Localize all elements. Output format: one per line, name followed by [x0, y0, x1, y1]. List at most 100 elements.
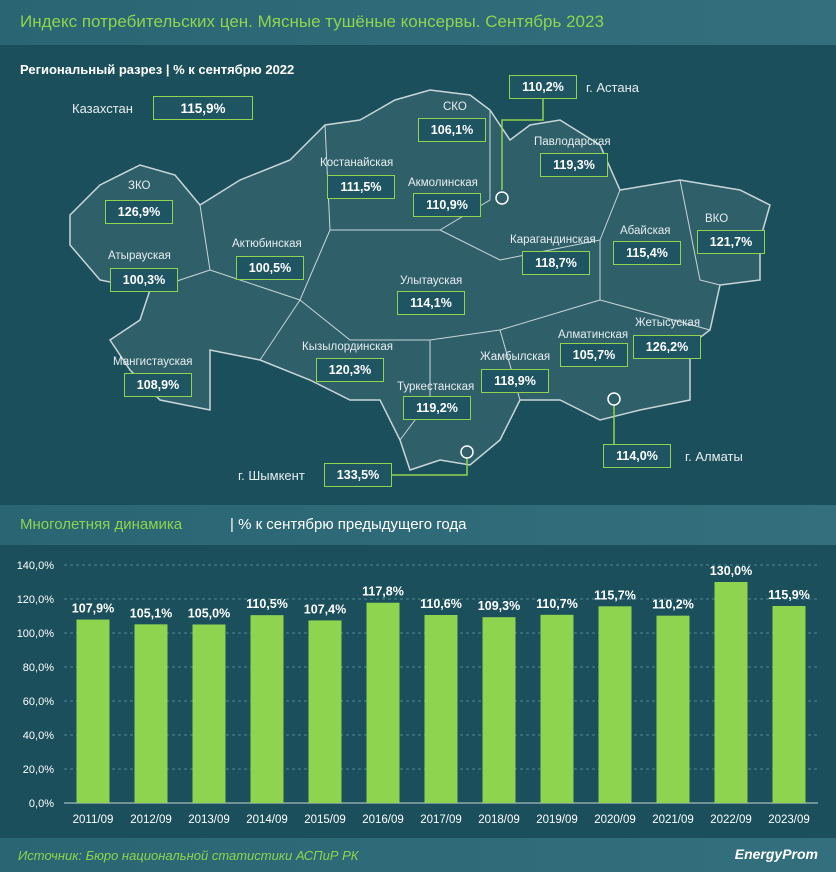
- shymkent-marker: [460, 445, 474, 459]
- x-tick-label: 2022/09: [710, 814, 752, 826]
- kazakhstan-label: Казахстан: [72, 101, 133, 116]
- region-label-kostanay: Костанайская: [320, 157, 394, 169]
- region-value-atyrau: 100,3%: [110, 268, 178, 292]
- astana-marker: [495, 191, 509, 205]
- data-label: 110,2%: [652, 598, 694, 612]
- data-label: 109,3%: [478, 599, 520, 613]
- y-tick-label: 60,0%: [23, 696, 54, 708]
- region-value-akmola: 110,9%: [413, 193, 481, 217]
- region-value-almaty-region: 105,7%: [560, 343, 628, 367]
- bar: [134, 624, 168, 803]
- bar: [656, 615, 690, 803]
- kazakhstan-map: [69, 89, 771, 476]
- region-label-almaty-city: г. Алматы: [685, 449, 743, 464]
- x-tick-label: 2014/09: [246, 814, 288, 826]
- region-value-almaty-city: 114,0%: [603, 444, 671, 468]
- region-label-turkestan: Туркестанская: [397, 381, 475, 393]
- data-label: 105,1%: [130, 606, 172, 620]
- data-label: 130,0%: [710, 564, 752, 578]
- region-value-kyzylorda: 120,3%: [316, 358, 384, 382]
- bar: [540, 614, 574, 803]
- x-tick-label: 2017/09: [420, 814, 462, 826]
- y-tick-label: 40,0%: [23, 730, 54, 742]
- data-label: 105,0%: [188, 607, 230, 621]
- data-label: 110,7%: [536, 597, 578, 611]
- region-value-mangistau: 108,9%: [124, 373, 192, 397]
- region-value-pavlodar: 119,3%: [540, 153, 608, 177]
- x-tick-label: 2011/09: [73, 814, 114, 826]
- energyprom-logo: EnergyProm: [734, 846, 818, 862]
- region-label-astana: г. Астана: [586, 80, 639, 95]
- region-value-zhambyl: 118,9%: [481, 369, 549, 393]
- bar: [192, 624, 226, 803]
- data-label: 115,9%: [768, 588, 810, 602]
- region-value-zhetysu: 126,2%: [633, 335, 701, 359]
- page-title: Индекс потребительских цен. Мясные тушён…: [20, 12, 604, 31]
- bar: [76, 619, 110, 803]
- region-value-sko: 106,1%: [418, 118, 486, 142]
- header: Индекс потребительских цен. Мясные тушён…: [0, 0, 836, 45]
- region-value-ulytau: 114,1%: [397, 291, 465, 315]
- region-label-sko: СКО: [443, 101, 467, 113]
- data-label: 110,5%: [246, 597, 288, 611]
- data-label: 117,8%: [362, 585, 404, 599]
- x-tick-label: 2020/09: [594, 814, 636, 826]
- y-tick-label: 0,0%: [29, 798, 54, 810]
- region-label-almaty-region: Алматинская: [558, 329, 629, 341]
- region-label-atyrau: Атырауская: [108, 250, 171, 262]
- source-text: Источник: Бюро национальной статистики А…: [18, 848, 359, 863]
- x-tick-label: 2023/09: [768, 814, 810, 826]
- bar: [366, 602, 400, 803]
- region-label-zhetysu: Жетысуская: [635, 317, 701, 329]
- bar: [598, 606, 632, 803]
- y-tick-label: 100,0%: [17, 628, 55, 640]
- region-value-astana: 110,2%: [509, 75, 577, 99]
- bar-chart: 0,0% 20,0% 40,0% 60,0% 80,0% 100,0% 120,0% 140,…: [17, 560, 818, 826]
- bar: [250, 615, 284, 803]
- x-tick-label: 2013/09: [188, 814, 230, 826]
- almaty-marker: [607, 392, 621, 406]
- x-tick-label: 2015/09: [304, 814, 346, 826]
- region-value-turkestan: 119,2%: [403, 396, 471, 420]
- region-label-pavlodar: Павлодарская: [534, 136, 611, 148]
- region-label-vko: ВКО: [705, 213, 729, 225]
- region-label-shymkent: г. Шымкент: [238, 468, 305, 483]
- kazakhstan-value: 115,9%: [153, 96, 253, 120]
- y-tick-label: 120,0%: [17, 594, 55, 606]
- region-value-abai: 115,4%: [613, 241, 681, 265]
- y-tick-label: 140,0%: [17, 560, 55, 572]
- map-subtitle: Региональный разрез | % к сентябрю 2022: [20, 62, 295, 77]
- data-label: 107,4%: [304, 602, 346, 616]
- region-value-shymkent: 133,5%: [324, 463, 392, 487]
- region-label-kyzylorda: Кызылординская: [302, 341, 394, 353]
- data-label: 115,7%: [594, 588, 636, 602]
- x-tick-label: 2019/09: [536, 814, 578, 826]
- x-tick-label: 2018/09: [478, 814, 520, 826]
- region-value-karaganda: 118,7%: [522, 251, 590, 275]
- region-value-aktobe: 100,5%: [236, 256, 304, 280]
- region-label-mangistau: Мангистауская: [113, 356, 193, 368]
- region-value-zko: 126,9%: [105, 200, 173, 224]
- region-borders: [149, 110, 721, 441]
- region-label-akmola: Акмолинская: [408, 177, 478, 189]
- bar: [714, 582, 748, 803]
- y-tick-label: 20,0%: [23, 764, 54, 776]
- region-value-vko: 121,7%: [697, 230, 765, 254]
- footer: Источник: Бюро национальной статистики А…: [0, 838, 836, 872]
- region-value-kostanay: 111,5%: [327, 175, 395, 199]
- chart-title: Многолетняя динамика: [20, 516, 183, 533]
- bar: [772, 605, 806, 803]
- region-label-zhambyl: Жамбылская: [480, 351, 551, 363]
- y-tick-label: 80,0%: [23, 662, 54, 674]
- region-label-zko: ЗКО: [128, 180, 151, 192]
- chart-header: Многолетняя динамика | % к сентябрю пред…: [0, 505, 836, 545]
- region-label-abai: Абайская: [620, 225, 671, 237]
- x-tick-label: 2016/09: [362, 814, 404, 826]
- region-label-ulytau: Улытауская: [400, 275, 463, 287]
- region-label-aktobe: Актюбинская: [232, 238, 302, 250]
- x-tick-label: 2012/09: [130, 814, 172, 826]
- data-label: 107,9%: [72, 602, 114, 616]
- region-label-karaganda: Карагандинская: [510, 234, 596, 246]
- bar: [308, 620, 342, 803]
- data-label: 110,6%: [420, 597, 462, 611]
